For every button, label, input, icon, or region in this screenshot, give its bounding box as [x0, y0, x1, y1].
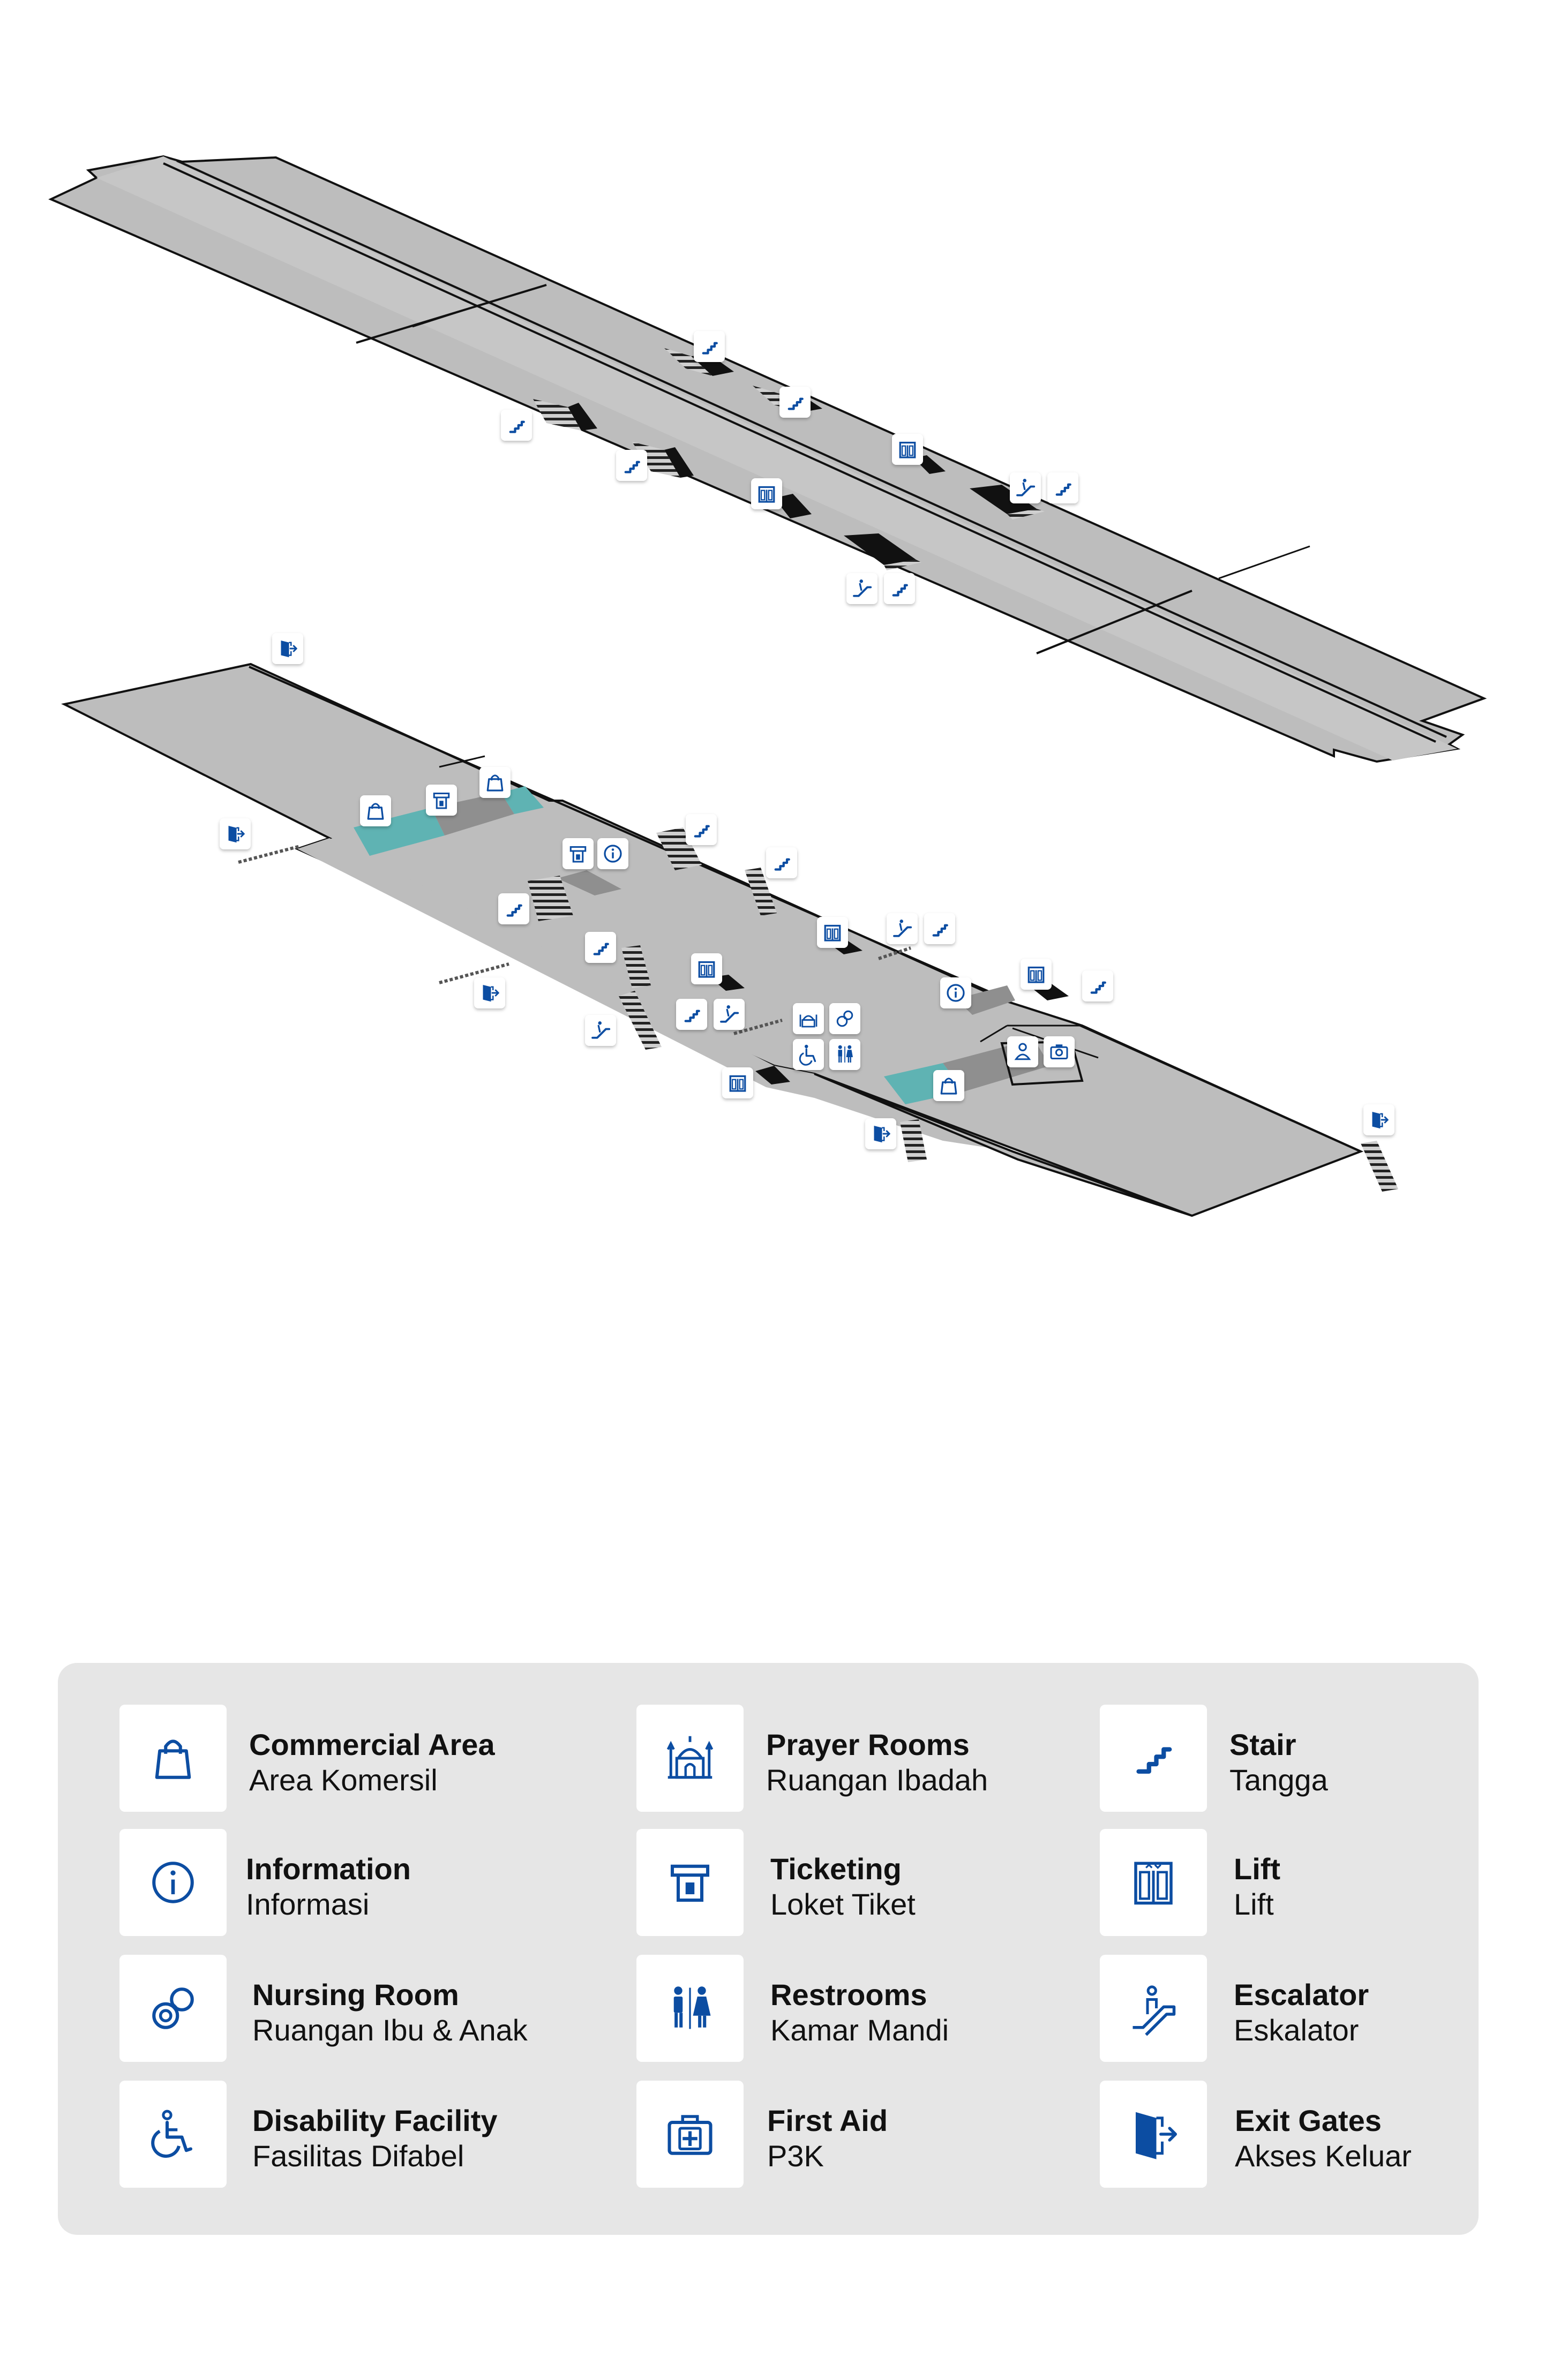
legend-item-escalator: Escalator Eskalator: [1100, 1955, 1518, 2062]
prayer-room-marker[interactable]: [793, 1003, 824, 1034]
lift-marker[interactable]: [722, 1067, 753, 1098]
legend-label-en: Stair: [1229, 1728, 1296, 1761]
exit-marker[interactable]: [1363, 1104, 1394, 1135]
exit-marker[interactable]: [865, 1118, 896, 1149]
legend-item-first-aid: First Aid P3K: [636, 2081, 1054, 2188]
stair-marker[interactable]: [779, 387, 811, 418]
legend-panel: Commercial Area Area Komersil Prayer Roo…: [58, 1663, 1479, 2235]
legend-label-id: Area Komersil: [249, 1763, 438, 1797]
legend-label-en: Disability Facility: [252, 2104, 498, 2137]
legend-label-en: Commercial Area: [249, 1728, 495, 1761]
stair-icon: [1100, 1705, 1207, 1812]
legend-label-id: Kamar Mandi: [770, 2013, 949, 2047]
legend-item-stair: Stair Tangga: [1100, 1705, 1518, 1812]
exit-marker[interactable]: [474, 977, 505, 1008]
legend-label-en: First Aid: [767, 2104, 888, 2137]
stair-marker[interactable]: [1047, 472, 1078, 503]
exit-gate-icon: [1100, 2081, 1207, 2188]
legend-label-en: Escalator: [1234, 1978, 1369, 2012]
legend-label-id: Akses Keluar: [1235, 2139, 1412, 2173]
exit-marker[interactable]: [272, 633, 303, 664]
restroom-marker[interactable]: [829, 1039, 860, 1070]
disability-marker[interactable]: [793, 1039, 824, 1070]
stair-marker[interactable]: [884, 573, 915, 604]
lift-icon: [1100, 1829, 1207, 1936]
ticketing-icon: [636, 1829, 744, 1936]
lift-marker[interactable]: [1021, 959, 1052, 990]
legend-label-id: Ruangan Ibu & Anak: [252, 2013, 528, 2047]
legend-label-id: Loket Tiket: [770, 1887, 916, 1921]
legend-label-en: Lift: [1234, 1852, 1281, 1886]
legend-label-id: Eskalator: [1234, 2013, 1359, 2047]
lift-marker[interactable]: [892, 434, 923, 465]
escalator-marker[interactable]: [887, 913, 918, 944]
legend-item-commercial: Commercial Area Area Komersil: [119, 1705, 537, 1812]
legend-label-id: Informasi: [246, 1887, 370, 1921]
legend-item-restrooms: Restrooms Kamar Mandi: [636, 1955, 1054, 2062]
legend-label-en: Information: [246, 1852, 411, 1886]
first-aid-icon: [636, 2081, 744, 2188]
legend-label-en: Restrooms: [770, 1978, 927, 2012]
stair-marker[interactable]: [1082, 970, 1113, 1001]
stair-marker[interactable]: [616, 450, 647, 481]
legend-label-en: Nursing Room: [252, 1978, 459, 2012]
stair-marker[interactable]: [924, 913, 955, 944]
lift-marker[interactable]: [817, 917, 848, 948]
stair-marker[interactable]: [498, 893, 529, 924]
camera-marker[interactable]: [1044, 1036, 1075, 1067]
legend-item-lift: Lift Lift: [1100, 1829, 1518, 1936]
lift-marker[interactable]: [691, 953, 722, 984]
lower-level-markers: [220, 633, 1394, 1149]
escalator-marker[interactable]: [1010, 472, 1041, 503]
legend-item-nursing: Nursing Room Ruangan Ibu & Anak: [119, 1955, 537, 2062]
legend-item-ticketing: Ticketing Loket Tiket: [636, 1829, 1054, 1936]
legend-label-id: P3K: [767, 2139, 824, 2173]
legend-item-exit: Exit Gates Akses Keluar: [1100, 2081, 1518, 2188]
commercial-marker[interactable]: [360, 795, 391, 826]
legend-label-id: Lift: [1234, 1887, 1274, 1921]
nursing-room-icon: [119, 1955, 227, 2062]
escalator-marker[interactable]: [585, 1015, 616, 1046]
commercial-area-icon: [119, 1705, 227, 1812]
information-marker[interactable]: [597, 838, 628, 869]
nursing-room-marker[interactable]: [829, 1003, 860, 1034]
escalator-marker[interactable]: [846, 573, 878, 604]
legend-label-id: Fasilitas Difabel: [252, 2139, 464, 2173]
first-aid-marker[interactable]: [1007, 1036, 1038, 1067]
legend-item-disability: Disability Facility Fasilitas Difabel: [119, 2081, 537, 2188]
disability-icon: [119, 2081, 227, 2188]
legend-label-en: Exit Gates: [1235, 2104, 1382, 2137]
ticketing-marker[interactable]: [426, 785, 457, 816]
legend-label-id: Ruangan Ibadah: [766, 1763, 988, 1797]
escalator-marker[interactable]: [714, 999, 745, 1030]
escalator-icon: [1100, 1955, 1207, 2062]
stair-marker[interactable]: [676, 999, 707, 1030]
legend-item-information: Information Informasi: [119, 1829, 537, 1936]
legend-label-en: Prayer Rooms: [766, 1728, 970, 1761]
stair-marker[interactable]: [686, 814, 717, 845]
exit-marker[interactable]: [220, 818, 251, 849]
commercial-marker[interactable]: [479, 767, 511, 798]
stair-marker[interactable]: [694, 331, 725, 362]
upper-level-markers: [501, 331, 1078, 604]
stair-marker[interactable]: [585, 932, 616, 963]
commercial-marker[interactable]: [933, 1070, 964, 1101]
ticketing-marker[interactable]: [562, 838, 594, 869]
legend-label-en: Ticketing: [770, 1852, 902, 1886]
legend-item-prayer: Prayer Rooms Ruangan Ibadah: [636, 1705, 1054, 1812]
legend-label-id: Tangga: [1229, 1763, 1328, 1797]
lift-marker[interactable]: [751, 478, 782, 509]
stair-marker[interactable]: [766, 847, 797, 878]
restroom-icon: [636, 1955, 744, 2062]
station-map: [48, 155, 1487, 1217]
stair-marker[interactable]: [501, 410, 532, 441]
upper-level-floor: [48, 155, 1487, 763]
lower-level-floor: [61, 662, 1364, 1217]
information-icon: [119, 1829, 227, 1936]
prayer-room-icon: [636, 1705, 744, 1812]
information-marker[interactable]: [940, 977, 971, 1008]
